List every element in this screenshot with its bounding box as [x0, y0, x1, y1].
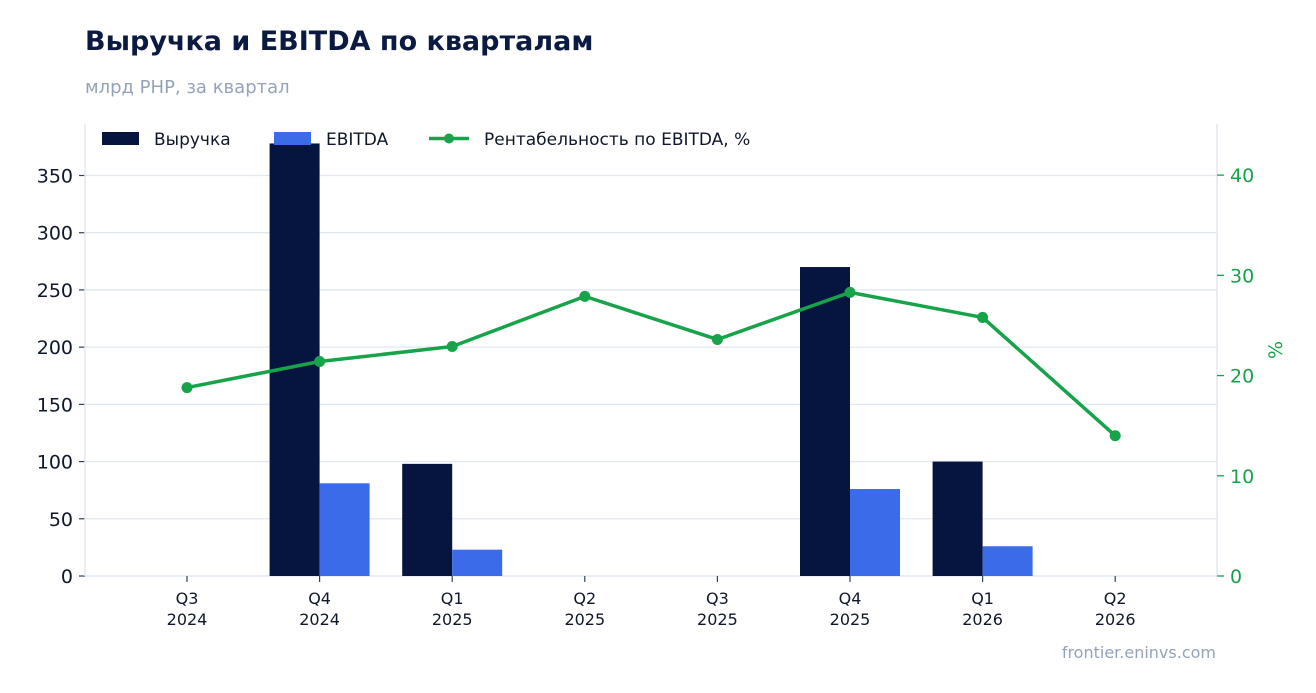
x-tick-label-quarter: Q1 — [441, 589, 464, 608]
margin-point — [844, 286, 856, 298]
x-tick-label-quarter: Q4 — [308, 589, 331, 608]
revenue-bar — [932, 461, 983, 576]
y-right-tick-label: 30 — [1230, 265, 1254, 287]
margin-point — [314, 356, 326, 368]
x-tick-label-year: 2025 — [697, 610, 738, 629]
x-tick-label-year: 2024 — [167, 610, 208, 629]
y-left-tick-label: 100 — [37, 452, 73, 474]
y-left-tick-label: 0 — [61, 566, 73, 588]
y-left-tick-label: 350 — [37, 165, 73, 187]
margin-point — [1109, 430, 1121, 442]
revenue-bar — [800, 267, 850, 576]
x-tick-label-year: 2026 — [1095, 610, 1136, 629]
legend-revenue-label: Выручка — [154, 130, 231, 150]
margin-point — [181, 382, 193, 394]
y-right-tick-label: 0 — [1230, 566, 1242, 588]
margin-point — [446, 340, 458, 352]
x-tick-label-year: 2025 — [564, 610, 605, 629]
chart-title: Выручка и EBITDA по кварталам — [85, 26, 594, 57]
y-left-tick-label: 50 — [49, 509, 73, 531]
y-right-tick-label: 20 — [1230, 366, 1254, 388]
y-left-tick-label: 200 — [37, 337, 73, 359]
source-label[interactable]: frontier.eninvs.com — [1061, 643, 1216, 662]
revenue-bar — [402, 463, 453, 576]
revenue-bar — [269, 143, 320, 576]
x-tick-label-year: 2025 — [830, 610, 871, 629]
legend-margin-marker — [444, 133, 454, 144]
x-tick-label-year: 2024 — [299, 610, 340, 629]
margin-point — [977, 311, 989, 323]
x-tick-label-year: 2026 — [962, 610, 1003, 629]
margin-point — [711, 333, 723, 345]
x-tick-label-quarter: Q3 — [176, 589, 199, 608]
legend-revenue-swatch — [102, 132, 139, 145]
y-left-tick-label: 150 — [37, 394, 73, 416]
x-tick-label-year: 2025 — [432, 610, 473, 629]
legend-margin-label: Рентабельность по EBITDA, % — [484, 130, 750, 150]
x-tick-label-quarter: Q3 — [706, 589, 729, 608]
x-tick-label-quarter: Q2 — [1104, 589, 1127, 608]
y-left-tick-label: 250 — [37, 280, 73, 302]
margin-point — [579, 290, 591, 302]
y-right-axis-label: % — [1265, 341, 1287, 359]
legend-ebitda-swatch — [274, 132, 311, 145]
y-left-tick-label: 300 — [37, 223, 73, 245]
ebitda-bar — [452, 549, 503, 576]
legend-ebitda-label: EBITDA — [326, 130, 389, 150]
ebitda-bar — [982, 546, 1033, 576]
y-right-tick-label: 10 — [1230, 466, 1254, 488]
ebitda-bar — [850, 489, 900, 576]
ebitda-bar — [319, 483, 370, 576]
x-tick-label-quarter: Q2 — [573, 589, 596, 608]
x-tick-label-quarter: Q4 — [839, 589, 862, 608]
y-right-tick-label: 40 — [1230, 165, 1254, 187]
chart-subtitle: млрд РНР, за квартал — [85, 77, 290, 98]
x-tick-label-quarter: Q1 — [971, 589, 994, 608]
margin-line — [186, 290, 1117, 437]
